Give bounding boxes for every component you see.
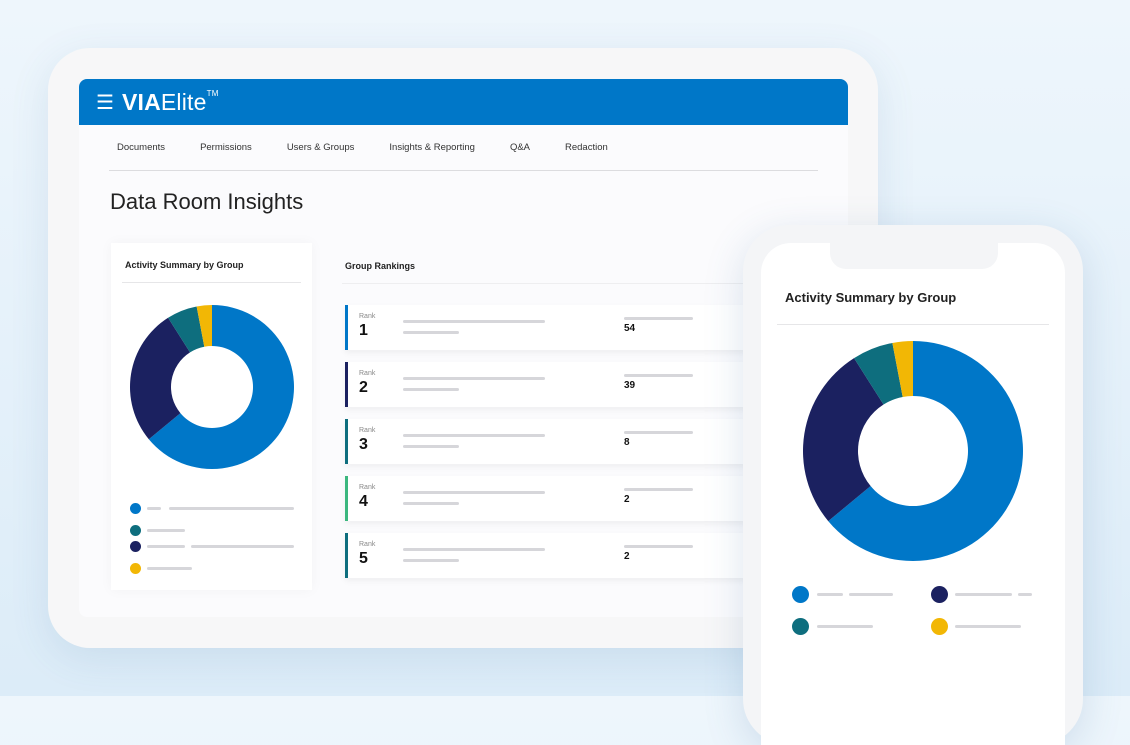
rank-number: 4 bbox=[359, 493, 368, 510]
donut-slice bbox=[892, 341, 913, 397]
activity-summary-card: Activity Summary by Group bbox=[111, 243, 312, 590]
rank-value: 39 bbox=[624, 380, 636, 391]
legend-dot bbox=[130, 503, 141, 514]
nav-users-groups[interactable]: Users & Groups bbox=[286, 142, 355, 153]
rank-label: Rank bbox=[359, 370, 376, 377]
legend-dot bbox=[931, 586, 948, 603]
donut-slice bbox=[130, 317, 191, 440]
phone-frame: Activity Summary by Group bbox=[743, 225, 1083, 745]
activity-donut-chart bbox=[130, 305, 294, 469]
rank-label: Rank bbox=[359, 427, 376, 434]
nav-redaction[interactable]: Redaction bbox=[565, 142, 608, 153]
ranking-row[interactable]: Rank 3 8 bbox=[345, 419, 765, 464]
donut-slice bbox=[828, 341, 1023, 561]
rank-label: Rank bbox=[359, 484, 376, 491]
card-title: Group Rankings bbox=[345, 261, 416, 271]
rank-number: 2 bbox=[359, 379, 368, 396]
rank-label: Rank bbox=[359, 313, 376, 320]
legend-dot bbox=[792, 586, 809, 603]
rank-value: 2 bbox=[624, 494, 630, 505]
nav-documents[interactable]: Documents bbox=[117, 142, 166, 153]
page-title: Data Room Insights bbox=[110, 189, 304, 214]
phone-screen: Activity Summary by Group bbox=[761, 243, 1065, 745]
nav-permissions[interactable]: Permissions bbox=[200, 142, 252, 153]
ranking-row[interactable]: Rank 1 54 bbox=[345, 305, 765, 350]
rank-number: 3 bbox=[359, 436, 368, 453]
app-logo: VIAEliteTM bbox=[121, 88, 219, 115]
legend-dot bbox=[130, 541, 141, 552]
rank-value: 54 bbox=[624, 323, 636, 334]
donut-slice bbox=[854, 342, 903, 405]
tablet-screen: ☰ VIAEliteTM Documents Permissions Users… bbox=[79, 79, 848, 617]
hamburger-icon[interactable]: ☰ bbox=[96, 91, 114, 114]
app-header: ☰ VIAEliteTM bbox=[79, 79, 848, 125]
donut-slice bbox=[148, 305, 294, 469]
rank-value: 8 bbox=[624, 437, 630, 448]
nav-qa[interactable]: Q&A bbox=[509, 142, 530, 153]
group-rankings-card: Group Rankings Rank 1 54 Rank 2 39 Rank 3 … bbox=[330, 243, 848, 590]
rank-label: Rank bbox=[359, 541, 376, 548]
phone-notch bbox=[830, 243, 998, 269]
rank-number: 5 bbox=[359, 550, 368, 567]
rank-number: 1 bbox=[359, 322, 368, 339]
donut-slice bbox=[196, 305, 212, 347]
donut-slice bbox=[168, 306, 205, 353]
ranking-row[interactable]: Rank 5 2 bbox=[345, 533, 765, 578]
ranking-row[interactable]: Rank 4 2 bbox=[345, 476, 765, 521]
donut-slice bbox=[803, 358, 884, 522]
legend-dot bbox=[792, 618, 809, 635]
card-title: Activity Summary by Group bbox=[125, 260, 244, 270]
legend-dot bbox=[130, 563, 141, 574]
ranking-row[interactable]: Rank 2 39 bbox=[345, 362, 765, 407]
main-nav: Documents Permissions Users & Groups Ins… bbox=[109, 125, 818, 171]
legend-dot bbox=[931, 618, 948, 635]
phone-card-title: Activity Summary by Group bbox=[785, 290, 957, 305]
nav-insights-reporting[interactable]: Insights & Reporting bbox=[389, 142, 475, 153]
phone-donut-chart bbox=[803, 341, 1023, 561]
rank-value: 2 bbox=[624, 551, 630, 562]
legend-dot bbox=[130, 525, 141, 536]
